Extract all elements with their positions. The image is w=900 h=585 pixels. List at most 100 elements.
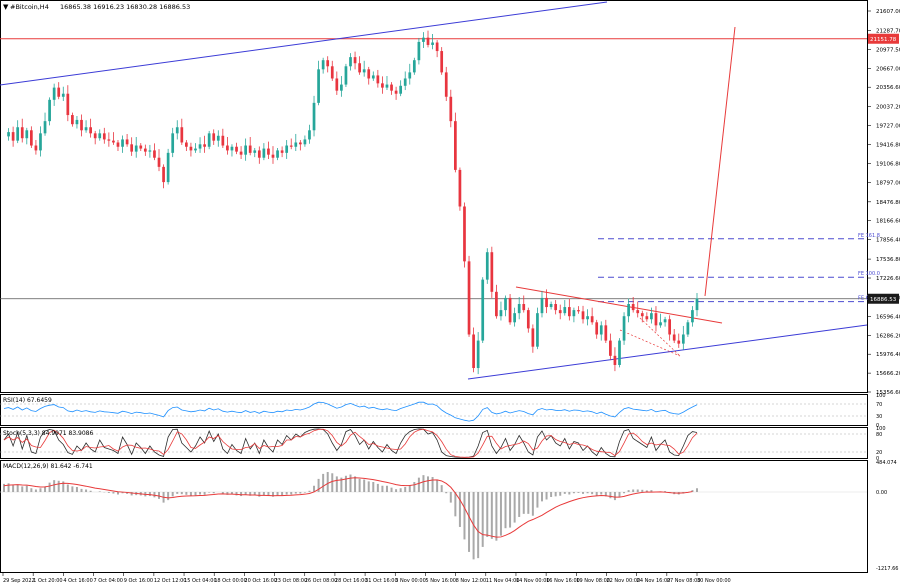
candle-body [175,127,179,134]
candle-body [330,66,334,79]
fib-level-label: FE 61.8 [858,296,877,302]
stoch-tick-label: 20 [876,450,882,456]
candle-body [508,297,512,323]
candle-body [166,152,170,183]
candle-body [294,142,298,147]
candle-body [230,146,234,151]
candle-body [367,69,371,79]
candle-body [143,148,147,152]
candle-body [34,145,38,151]
candle-body [212,133,216,141]
candle-body [280,150,284,153]
candle-body [385,84,389,88]
price-tick-label: 15976.40 [876,352,900,358]
candle-body [112,140,115,143]
candle-body [71,115,74,125]
candle-body [513,313,516,323]
candle-body [308,130,311,140]
candle-body [267,148,270,155]
stoch-signal-line [3,428,698,458]
candle-body [358,63,361,73]
candle-body [121,139,124,147]
price-tick-label: 16286.20 [876,333,900,339]
candle-body [11,132,15,141]
candle-body [335,78,339,91]
symbol-triangle-icon: ▼ [3,3,9,11]
candle-body [586,316,589,320]
resistance-price-box [868,33,899,44]
candle-body [216,135,220,141]
candle-body [695,298,699,311]
time-tick-label: 15 Oct 04:00 [184,578,217,584]
candle-body [221,135,225,146]
price-tick-label: 21607.00 [876,9,900,15]
candle-body [7,132,10,137]
fib-level-label: FE 100.0 [858,271,880,277]
rsi-line [3,401,698,422]
candle-body [353,57,357,64]
candle-body [604,325,608,341]
time-tick-label: 7 Oct 04:00 [94,578,123,584]
rsi-tick-label: 70 [876,402,882,408]
candle-body [577,310,580,312]
candle-body [84,127,88,131]
candle-body [668,319,672,335]
price-tick-label: 19727.00 [876,124,900,130]
candle-body [125,139,129,145]
candle-body [659,322,662,326]
symbol-label: #Bitcoin,H4 [10,3,49,11]
candle-body [613,355,617,365]
candle-body [622,316,626,341]
candle-body [20,127,24,139]
candle-body [207,133,211,147]
time-tick-label: 26 Oct 08:00 [305,578,338,584]
candle-body [522,304,526,311]
price-tick-label: 18797.00 [876,180,900,186]
candle-body [686,322,690,335]
time-tick-label: 9 Oct 16:00 [124,578,153,584]
candle-body [162,166,165,183]
candle-body [271,154,275,158]
candle-body [567,307,571,317]
price-tick-label: 19416.80 [876,143,900,149]
price-tick-label: 19106.80 [876,161,900,167]
candle-body [148,150,152,152]
rsi-tick-label: 0 [876,423,879,429]
time-tick-label: 18 Oct 00:00 [214,578,247,584]
candle-body [89,127,92,134]
time-tick-label: 27 Nov 08:00 [667,578,701,584]
candle-body [609,340,612,356]
price-tick-label: 17226.60 [876,276,900,282]
candle-body [317,69,320,103]
price-tick-label: 17536.80 [876,257,900,263]
candle-body [39,133,42,151]
candle-body [257,150,261,158]
candle-body [645,316,649,320]
candle-body [321,60,325,70]
main-price-panel: FE 161.8 FE 100.0 FE 61.8 [0,1,880,380]
candle-body [636,310,640,314]
time-tick-label: 20 Oct 16:00 [244,578,277,584]
candle-body [185,142,188,147]
rsi-tick-label: 100 [876,393,886,399]
candle-body [554,304,558,311]
candle-body [467,261,471,335]
rsi-tick-label: 30 [876,414,882,420]
time-tick-label: 16 Nov 16:00 [546,578,580,584]
candle-body [672,334,676,341]
candle-body [454,121,457,170]
candle-body [303,139,307,145]
candle-body [581,311,585,320]
candle-body [463,206,466,262]
candle-body [312,102,316,131]
candle-body [504,297,507,311]
candle-body [499,310,503,317]
stoch-tick-label: 0 [876,456,879,462]
time-tick-label: 19 Nov 08:00 [576,578,610,584]
candle-body [590,316,594,323]
price-tick-label: 20356.60 [876,85,900,91]
candle-body [435,42,439,52]
candle-body [691,310,694,323]
time-tick-label: 31 Oct 16:00 [365,578,398,584]
current-price-box [868,293,899,304]
